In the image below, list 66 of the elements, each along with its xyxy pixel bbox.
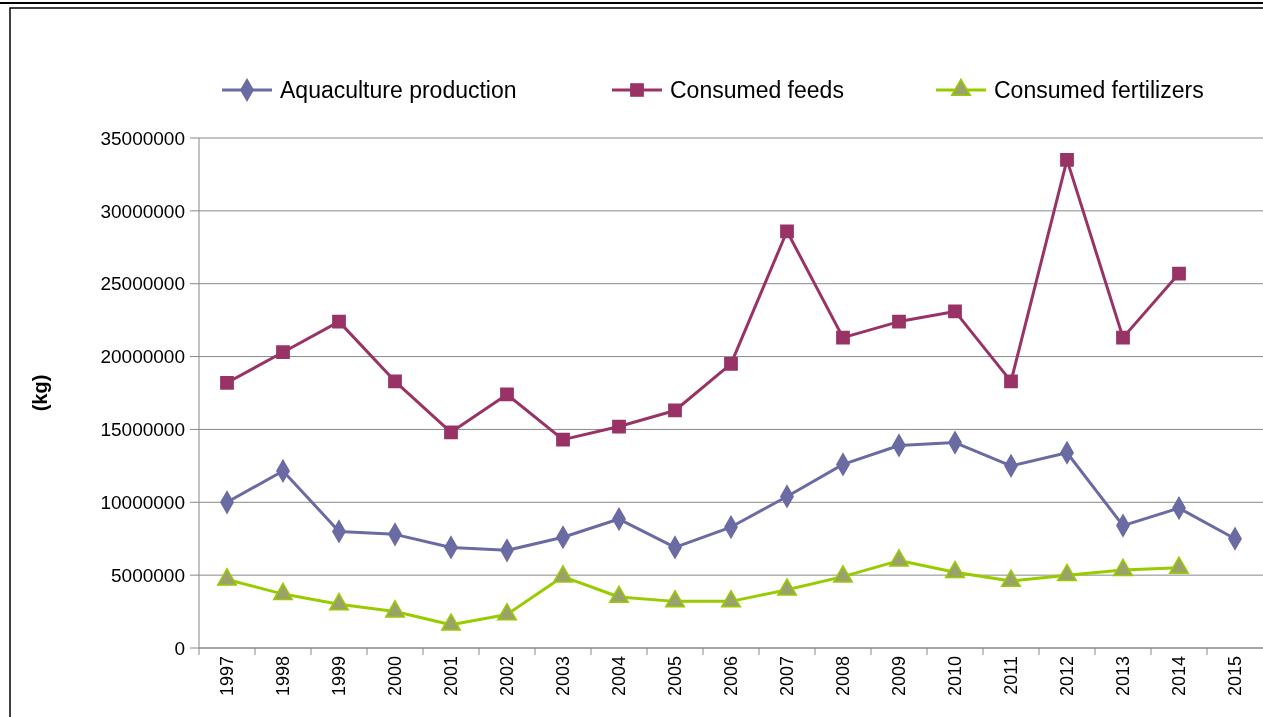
point (1004, 374, 1018, 389)
x-tick-label: 2012 (1057, 656, 1078, 697)
x-tick-label: 2001 (441, 656, 462, 697)
legend-label: Aquaculture production (280, 77, 517, 104)
point (328, 592, 350, 611)
point (440, 613, 462, 631)
point (332, 314, 346, 329)
y-tick-label: 15000000 (100, 419, 185, 441)
point (724, 356, 738, 371)
point (444, 425, 458, 440)
y-axis-title: (kg) (29, 374, 51, 412)
point (612, 419, 626, 434)
x-tick-label: 2013 (1113, 656, 1134, 697)
x-tick-label: 2010 (945, 656, 966, 697)
x-tick-label: 2002 (497, 656, 518, 697)
point (272, 582, 294, 601)
point (668, 403, 682, 418)
x-tick-label: 2006 (721, 656, 742, 697)
x-tick-label: 1998 (273, 656, 294, 697)
y-tick-label: 20000000 (100, 346, 185, 368)
x-tick-label: 1997 (217, 656, 238, 697)
y-tick-label: 5000000 (111, 564, 185, 586)
point (388, 374, 402, 389)
y-tick-label: 0 (174, 637, 185, 659)
point (1056, 563, 1078, 582)
point (888, 549, 910, 567)
point (1168, 556, 1190, 574)
x-tick-label: 2003 (553, 656, 574, 697)
point (1000, 569, 1022, 588)
x-tick-label: 2008 (833, 656, 854, 697)
x-tick-label: 2004 (609, 656, 630, 697)
point (220, 375, 234, 390)
point (780, 224, 794, 239)
point (496, 602, 518, 621)
point (836, 330, 850, 345)
point (720, 589, 742, 608)
legend-label: Consumed fertilizers (994, 77, 1204, 104)
y-tick-label: 10000000 (100, 491, 185, 513)
point (776, 578, 798, 596)
point (556, 432, 570, 447)
point (948, 304, 962, 319)
x-tick-label: 2000 (385, 656, 406, 697)
point (832, 565, 854, 583)
legend-label: Consumed feeds (670, 77, 844, 104)
y-tick-label: 35000000 (100, 127, 185, 149)
point (664, 589, 686, 608)
x-tick-label: 2009 (889, 656, 910, 697)
x-tick-label: 2007 (777, 656, 798, 697)
point (384, 600, 406, 618)
point (1116, 330, 1130, 345)
point (216, 568, 238, 586)
x-tick-label: 2014 (1169, 656, 1190, 697)
x-tick-label: 2011 (1001, 656, 1022, 695)
point (552, 565, 574, 583)
point (608, 585, 630, 604)
x-tick-label: 2005 (665, 656, 686, 697)
point (944, 560, 966, 579)
y-tick-label: 25000000 (100, 273, 185, 295)
x-tick-label: 1999 (329, 656, 350, 697)
point (892, 314, 906, 329)
x-tick-label: 2015 (1225, 656, 1246, 697)
y-tick-label: 30000000 (100, 200, 185, 222)
point (276, 345, 290, 360)
point (1172, 266, 1186, 281)
point (500, 387, 514, 402)
point (1112, 558, 1134, 577)
